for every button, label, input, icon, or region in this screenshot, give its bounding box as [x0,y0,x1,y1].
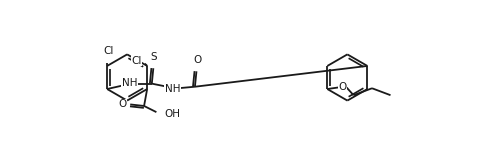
Text: NH: NH [164,84,180,94]
Text: Cl: Cl [103,46,114,56]
Text: NH: NH [121,78,137,88]
Text: O: O [338,82,346,92]
Text: Cl: Cl [131,56,141,66]
Text: OH: OH [164,109,180,119]
Text: O: O [118,99,126,109]
Text: O: O [193,55,201,65]
Text: S: S [150,52,157,62]
